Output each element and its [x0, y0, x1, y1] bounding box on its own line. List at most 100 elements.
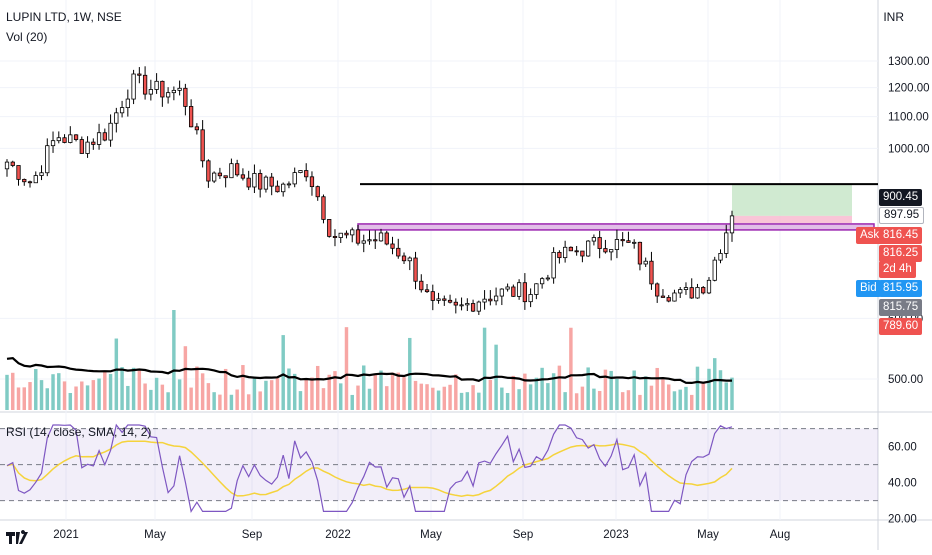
- candle-body: [258, 173, 263, 190]
- candle-body: [27, 181, 33, 184]
- volume-bar: [356, 385, 360, 410]
- volume-bar: [425, 384, 429, 410]
- volume-bar: [195, 366, 199, 410]
- candle-body: [286, 183, 292, 186]
- rsi-legend[interactable]: RSI (14, close, SMA, 14, 2): [6, 425, 152, 439]
- candle-body: [344, 232, 349, 236]
- volume-bar: [592, 388, 596, 410]
- volume-bar: [292, 373, 297, 410]
- ask-price-tag: 816.45: [879, 227, 923, 244]
- candle-body: [568, 246, 574, 252]
- volume-legend[interactable]: Vol (20): [6, 30, 48, 44]
- volume-bar: [442, 386, 447, 410]
- ask-label-tag[interactable]: Ask: [856, 227, 884, 244]
- candle-body: [603, 248, 608, 253]
- candle-body: [361, 240, 366, 244]
- candle-body: [729, 215, 735, 234]
- candle-body: [637, 241, 643, 265]
- candle-body: [390, 243, 395, 249]
- volume-bar: [264, 380, 268, 410]
- candle-body: [401, 255, 407, 262]
- support-price-tag: 789.60: [879, 318, 923, 335]
- candle-body: [309, 176, 315, 188]
- volume-bar: [5, 374, 9, 410]
- volume-bar: [459, 392, 464, 410]
- volume-bar: [666, 384, 671, 410]
- candle-body: [666, 297, 671, 302]
- price-tick-label: 500.00: [888, 374, 923, 386]
- tradingview-logo[interactable]: [6, 530, 28, 544]
- volume-bar: [580, 386, 585, 410]
- volume-bar: [661, 379, 665, 410]
- volume-bar: [246, 394, 251, 410]
- candle-body: [672, 292, 677, 302]
- candle-body: [10, 161, 15, 166]
- candle-body: [33, 175, 38, 184]
- last-price-tag: 900.45: [879, 189, 923, 206]
- currency-label: INR: [883, 10, 904, 24]
- candle-body: [626, 240, 631, 243]
- candle-body: [223, 175, 228, 179]
- volume-bar: [730, 377, 734, 410]
- volume-bar: [500, 387, 504, 410]
- volume-bar: [22, 387, 26, 410]
- volume-bar: [269, 380, 274, 410]
- volume-bar: [80, 381, 84, 410]
- candle-body: [574, 250, 579, 253]
- volume-bar: [511, 375, 516, 410]
- volume-bar: [373, 373, 377, 410]
- volume-bar: [569, 327, 573, 410]
- volume-bar: [235, 389, 239, 410]
- symbol-legend[interactable]: LUPIN LTD, 1W, NSE: [6, 10, 122, 24]
- volume-bar: [482, 327, 487, 410]
- volume-bar: [678, 389, 682, 410]
- volume-bar: [206, 383, 211, 410]
- time-tick-label: May: [697, 529, 719, 541]
- volume-bar: [218, 394, 222, 410]
- candle-body: [396, 247, 401, 257]
- candle-body: [465, 303, 470, 306]
- volume-bar: [16, 387, 21, 410]
- candle-body: [505, 286, 510, 290]
- candle-body: [298, 170, 303, 174]
- candle-body: [678, 289, 683, 294]
- candle-body: [643, 260, 648, 265]
- candle-body: [102, 132, 107, 141]
- candle-body: [660, 295, 666, 298]
- volume-bar: [91, 380, 96, 410]
- volume-bar: [126, 385, 130, 410]
- candle-body: [586, 240, 591, 257]
- candle-body: [649, 260, 654, 285]
- candle-body: [154, 80, 159, 90]
- candle-body: [171, 89, 176, 94]
- candle-body: [125, 98, 130, 108]
- candle-body: [45, 145, 50, 174]
- volume-bar: [643, 376, 648, 410]
- volume-bar: [546, 383, 550, 410]
- candle-body: [142, 74, 148, 95]
- rsi-tick-label: 40.00: [888, 478, 917, 490]
- candle-body: [453, 301, 458, 306]
- volume-bar: [488, 379, 493, 410]
- candle-body: [419, 280, 424, 291]
- time-tick-label: May: [144, 529, 166, 541]
- volume-bar: [672, 391, 677, 410]
- support-band: [357, 223, 875, 231]
- candle-body: [235, 163, 240, 176]
- candle-body: [655, 283, 660, 297]
- candle-body: [488, 298, 493, 302]
- volume-bar: [695, 366, 700, 410]
- bid-label-tag[interactable]: Bid: [856, 280, 881, 297]
- volume-bar: [684, 386, 688, 410]
- candle-body: [706, 279, 712, 294]
- volume-bar: [103, 371, 107, 410]
- volume-bar: [390, 372, 395, 410]
- candle-body: [557, 251, 562, 259]
- volume-bar: [166, 392, 170, 410]
- candle-body: [16, 165, 21, 180]
- volume-bar: [615, 378, 619, 410]
- candle-body: [292, 172, 297, 185]
- volume-bar: [212, 392, 216, 410]
